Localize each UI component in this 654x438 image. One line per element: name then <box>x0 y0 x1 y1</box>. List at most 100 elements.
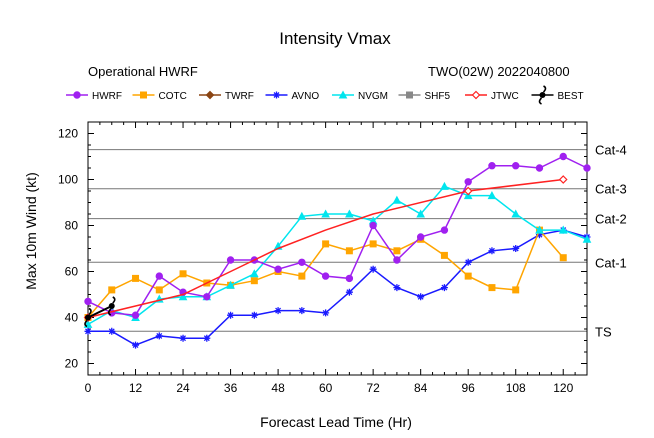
legend-marker-best <box>539 92 546 98</box>
point-cotc <box>345 247 353 255</box>
point-hwrf <box>559 152 567 161</box>
legend-item-jtwc: JTWC <box>465 90 519 102</box>
point-hwrf <box>416 233 425 241</box>
point-cotc <box>250 277 258 285</box>
legend-label-twrf: TWRF <box>225 91 254 102</box>
point-cotc <box>132 274 140 282</box>
series-line-nvgm <box>87 185 588 326</box>
legend-label-hwrf: HWRF <box>92 91 122 102</box>
point-hwrf <box>84 297 92 306</box>
point-jtwc <box>558 175 568 184</box>
threshold-label-cat-2: Cat-2 <box>595 212 627 227</box>
point-cotc <box>322 240 330 248</box>
threshold-label-cat-3: Cat-3 <box>595 182 627 197</box>
point-nvgm <box>249 269 259 278</box>
point-hwrf <box>488 162 496 170</box>
x-tick-label: 60 <box>319 381 333 395</box>
y-tick-label: 100 <box>58 173 78 187</box>
point-hwrf <box>512 162 520 170</box>
point-avno <box>108 327 116 335</box>
series-line-avno <box>88 229 588 346</box>
point-best <box>85 314 91 321</box>
point-avno <box>227 311 235 319</box>
point-best-arms <box>84 307 92 328</box>
y-tick-label: 20 <box>65 357 79 371</box>
legend-marker-hwrf <box>73 91 81 99</box>
point-hwrf <box>393 256 401 264</box>
y-tick-label: 40 <box>65 311 79 325</box>
point-cotc <box>464 272 472 280</box>
point-nvgm <box>440 181 449 190</box>
series-line-hwrf <box>87 155 588 316</box>
legend-label-best: BEST <box>558 91 584 102</box>
point-nvgm <box>178 292 188 301</box>
point-best-arms <box>107 296 116 316</box>
point-nvgm <box>511 209 521 218</box>
series-line-jtwc <box>87 178 564 319</box>
legend-item-avno: AVNO <box>265 91 319 102</box>
x-axis-label: Forecast Lead Time (Hr) <box>260 414 412 430</box>
legend-marker-shf5 <box>406 91 413 99</box>
plot-area: TS Cat-1 Cat-2 Cat-3 Cat-4 0 12 24 36 48 60 72 84 96 1… <box>58 121 627 395</box>
x-tick-label: 0 <box>85 381 92 395</box>
point-nvgm <box>392 195 402 204</box>
y-axis-label: Max 10m Wind (kt) <box>23 172 39 289</box>
point-hwrf <box>203 293 211 301</box>
chart-subtitle-right: TWO(02W) 2022040800 <box>428 64 570 79</box>
point-avno <box>322 309 330 317</box>
point-best <box>108 303 115 309</box>
point-jtwc <box>463 186 473 196</box>
legend-item-twrf: TWRF <box>199 90 254 102</box>
point-cotc <box>369 240 377 248</box>
point-nvgm <box>558 225 568 234</box>
legend-label-jtwc: JTWC <box>491 91 519 102</box>
legend-item-best: BEST <box>531 85 584 105</box>
point-avno <box>203 334 211 342</box>
legend-marker-twrf <box>205 90 215 100</box>
chart-legend: HWRF COTC TWRF AVNO NVGM SHF5 JTWC BEST <box>66 85 584 105</box>
point-cotc <box>559 254 567 262</box>
point-cotc <box>108 286 116 294</box>
point-avno <box>298 307 306 315</box>
point-cotc <box>393 247 401 255</box>
point-cotc <box>440 251 448 259</box>
point-cotc <box>298 272 306 280</box>
point-avno <box>345 288 353 296</box>
point-avno <box>488 247 496 255</box>
point-hwrf <box>155 272 163 280</box>
point-nvgm <box>297 211 307 220</box>
x-tick-label: 12 <box>129 381 143 395</box>
point-hwrf <box>131 311 140 319</box>
point-nvgm <box>321 209 330 218</box>
point-avno <box>274 307 282 315</box>
series-avno <box>84 226 591 349</box>
legend-label-shf5: SHF5 <box>425 91 451 102</box>
x-tick-label: 36 <box>224 381 238 395</box>
point-hwrf <box>535 164 544 172</box>
legend-marker-jtwc <box>471 90 481 100</box>
legend-item-nvgm: NVGM <box>332 90 388 102</box>
threshold-label-cat-4: Cat-4 <box>595 143 627 158</box>
x-tick-label: 96 <box>462 381 476 395</box>
point-hwrf <box>464 178 472 186</box>
point-hwrf <box>298 258 306 266</box>
threshold-label-ts: TS <box>595 324 612 339</box>
legend-marker-best-arms <box>538 85 547 105</box>
point-hwrf <box>274 265 282 273</box>
point-hwrf <box>369 221 377 230</box>
series-nvgm <box>83 181 592 328</box>
point-cotc <box>179 270 187 278</box>
series-best <box>84 296 116 328</box>
point-avno <box>132 341 140 349</box>
x-tick-label: 48 <box>271 381 285 395</box>
legend-marker-avno <box>273 91 280 99</box>
point-cotc <box>488 284 496 292</box>
y-tick-label: 60 <box>65 265 79 279</box>
legend-item-shf5: SHF5 <box>398 91 451 102</box>
chart-subtitle-left: Operational HWRF <box>88 64 198 79</box>
x-tick-label: 72 <box>366 381 380 395</box>
threshold-label-cat-1: Cat-1 <box>595 255 627 270</box>
point-nvgm <box>487 191 497 200</box>
y-tick-label: 80 <box>65 219 79 233</box>
